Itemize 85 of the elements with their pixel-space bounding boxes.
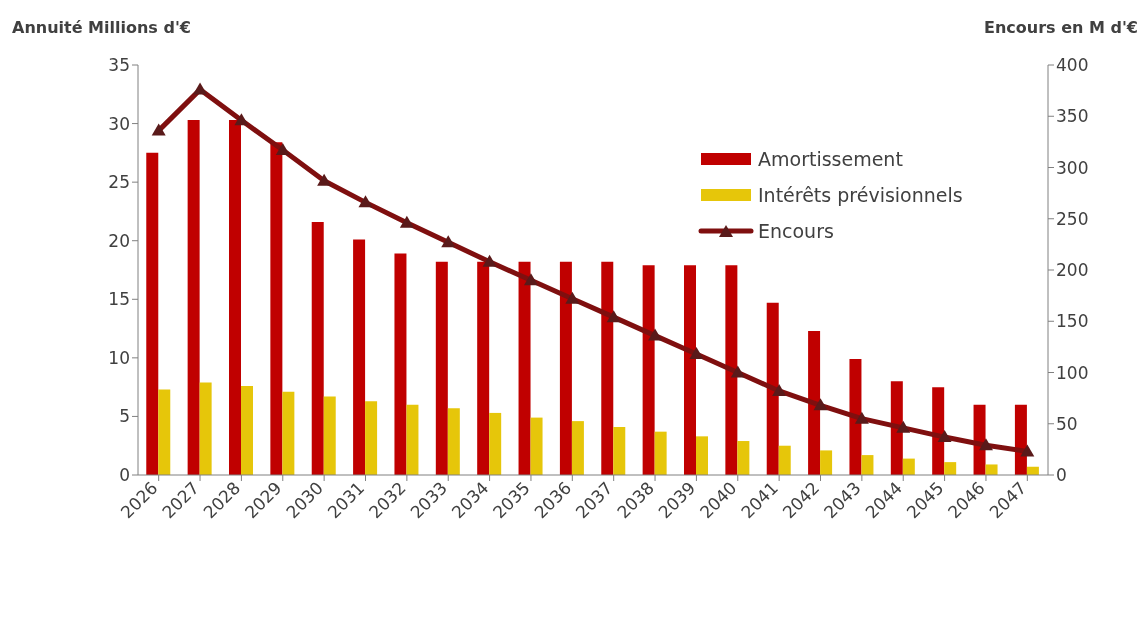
y2-tick-label: 350 bbox=[1056, 106, 1089, 127]
point bbox=[399, 215, 414, 228]
y2-tick-label: 400 bbox=[1056, 55, 1089, 76]
point bbox=[772, 383, 787, 396]
bar bbox=[187, 120, 200, 475]
bar bbox=[323, 396, 336, 475]
y2-tick-label: 0 bbox=[1056, 465, 1067, 486]
bar bbox=[725, 265, 738, 475]
bar bbox=[601, 261, 614, 475]
bar bbox=[778, 445, 791, 475]
bar bbox=[365, 401, 378, 475]
bar bbox=[311, 221, 324, 475]
bar bbox=[199, 382, 212, 475]
bar bbox=[890, 381, 903, 475]
y-axis-title: Annuité Millions d'€ bbox=[12, 18, 191, 37]
bar bbox=[435, 261, 448, 475]
bar bbox=[530, 417, 543, 475]
y-tick-label: 20 bbox=[108, 230, 130, 251]
bar bbox=[642, 265, 655, 475]
bar bbox=[353, 239, 366, 475]
point bbox=[1020, 444, 1035, 457]
point bbox=[896, 420, 911, 433]
bar bbox=[820, 450, 833, 475]
legend-label: Intérêts prévisionnels bbox=[758, 184, 963, 206]
bar bbox=[654, 431, 667, 475]
bar bbox=[571, 421, 584, 475]
bar bbox=[932, 387, 945, 475]
bar bbox=[406, 404, 419, 475]
point bbox=[937, 430, 952, 443]
y-tick-label: 5 bbox=[119, 406, 130, 427]
point bbox=[689, 347, 704, 360]
bar bbox=[613, 426, 626, 475]
y2-tick-label: 50 bbox=[1056, 413, 1078, 434]
bar bbox=[766, 302, 779, 475]
y2-tick-label: 100 bbox=[1056, 362, 1089, 383]
bar bbox=[737, 441, 750, 475]
bar bbox=[518, 261, 531, 475]
bar bbox=[146, 152, 159, 475]
point bbox=[813, 398, 828, 411]
bar bbox=[270, 142, 283, 475]
y-tick-label: 25 bbox=[108, 172, 130, 193]
bar bbox=[944, 462, 957, 475]
bar bbox=[158, 389, 171, 475]
y2-tick-label: 200 bbox=[1056, 260, 1089, 281]
y-tick-label: 0 bbox=[119, 465, 130, 486]
bar bbox=[447, 408, 460, 475]
point bbox=[317, 173, 332, 186]
point bbox=[193, 82, 208, 95]
y-tick-label: 10 bbox=[108, 347, 130, 368]
bar bbox=[808, 330, 821, 475]
bar bbox=[282, 391, 295, 475]
bar bbox=[489, 412, 502, 475]
point bbox=[854, 411, 869, 424]
bar bbox=[229, 120, 241, 475]
bar bbox=[684, 265, 696, 475]
point bbox=[606, 310, 621, 323]
point bbox=[730, 365, 745, 378]
bar bbox=[849, 359, 862, 475]
y2-tick-label: 150 bbox=[1056, 311, 1089, 332]
y-tick-label: 30 bbox=[108, 113, 130, 134]
point bbox=[565, 291, 580, 304]
point bbox=[358, 195, 373, 208]
bar bbox=[902, 458, 915, 475]
bar bbox=[241, 385, 253, 475]
bar bbox=[394, 253, 407, 475]
point bbox=[978, 438, 993, 451]
y-tick-label: 15 bbox=[108, 289, 130, 310]
point bbox=[648, 328, 663, 341]
y2-tick-label: 300 bbox=[1056, 157, 1089, 178]
legend-label: Amortissement bbox=[758, 148, 903, 170]
point bbox=[482, 254, 497, 267]
bar bbox=[696, 436, 708, 475]
y2-axis-title: Encours en M d'€ bbox=[984, 18, 1138, 37]
point bbox=[234, 113, 249, 126]
bar bbox=[477, 261, 490, 475]
point bbox=[441, 235, 456, 248]
point bbox=[151, 123, 166, 136]
point bbox=[523, 273, 538, 286]
bar bbox=[861, 455, 874, 475]
bar bbox=[559, 261, 572, 475]
legend-label: Encours bbox=[758, 220, 834, 242]
y-tick-label: 35 bbox=[108, 55, 130, 76]
y2-tick-label: 250 bbox=[1056, 208, 1089, 229]
point bbox=[275, 143, 290, 156]
bar bbox=[985, 464, 998, 475]
